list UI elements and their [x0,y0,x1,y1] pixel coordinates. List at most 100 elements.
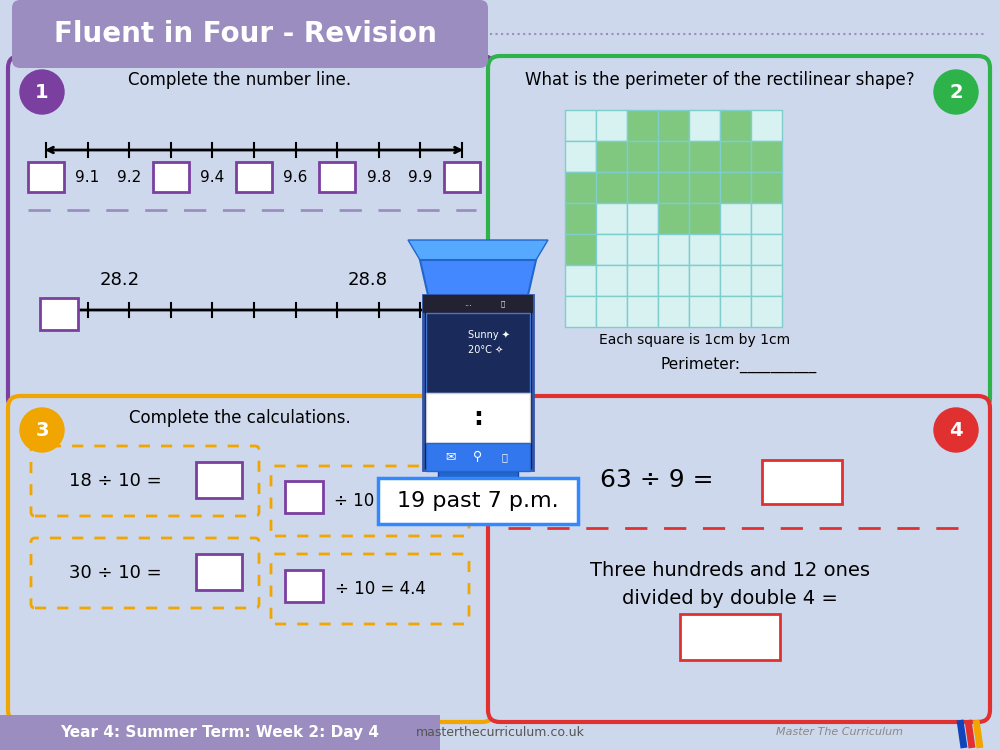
FancyBboxPatch shape [8,396,494,722]
Bar [751,172,782,203]
Bar [565,265,596,296]
Bar [596,234,627,265]
Bar [689,172,720,203]
Text: Each square is 1cm by 1cm: Each square is 1cm by 1cm [599,333,791,347]
Text: What is the perimeter of the rectilinear shape?: What is the perimeter of the rectilinear… [525,71,915,89]
Bar [689,296,720,327]
Text: 3: 3 [35,421,49,440]
Bar [720,172,751,203]
Bar [423,295,533,470]
Bar [596,203,627,234]
Bar [689,234,720,265]
Bar [196,554,242,590]
Bar [236,162,272,192]
Text: Three hundreds and 12 ones: Three hundreds and 12 ones [590,560,870,580]
Bar [565,141,596,172]
FancyBboxPatch shape [488,396,990,722]
FancyBboxPatch shape [271,466,469,536]
Circle shape [20,408,64,452]
Bar [689,110,720,141]
Bar [689,203,720,234]
Bar [751,141,782,172]
Text: 28.8: 28.8 [348,271,388,289]
FancyBboxPatch shape [271,554,469,624]
Bar [720,296,751,327]
FancyBboxPatch shape [31,446,259,516]
Bar [751,296,782,327]
Circle shape [934,408,978,452]
Text: 19 past 7 p.m.: 19 past 7 p.m. [397,491,559,511]
Bar [751,234,782,265]
Bar [751,110,782,141]
Text: Year 4: Summer Term: Week 2: Day 4: Year 4: Summer Term: Week 2: Day 4 [60,724,380,740]
Bar [720,203,751,234]
Bar [28,162,64,192]
Bar [378,478,578,524]
Bar [689,265,720,296]
Text: ✉: ✉ [445,451,455,464]
Text: 9.4: 9.4 [200,170,225,184]
Bar [658,141,689,172]
Text: Fluent in Four - Revision: Fluent in Four - Revision [54,20,436,48]
Bar [596,141,627,172]
Bar [627,296,658,327]
Bar [658,296,689,327]
FancyBboxPatch shape [8,56,494,410]
Bar [658,234,689,265]
Bar [596,296,627,327]
Bar [627,141,658,172]
FancyBboxPatch shape [31,538,259,608]
Bar [153,162,189,192]
Bar [40,298,78,330]
Bar [426,313,530,393]
Text: 📶: 📶 [501,301,505,307]
Bar [751,203,782,234]
Text: ÷ 10 = 4.4: ÷ 10 = 4.4 [335,580,425,598]
Bar [438,471,518,493]
Bar [689,141,720,172]
Bar [720,265,751,296]
Text: 9.1: 9.1 [75,170,100,184]
Bar [627,203,658,234]
Text: 👤: 👤 [501,452,507,462]
Text: Perimeter:__________: Perimeter:__________ [660,357,816,373]
Bar [751,265,782,296]
Text: 28.2: 28.2 [100,271,140,289]
Text: ...: ... [464,299,472,308]
Text: 1: 1 [35,82,49,101]
Text: 63 ÷ 9 =: 63 ÷ 9 = [600,468,714,492]
Bar [627,265,658,296]
Text: 30 ÷ 10 =: 30 ÷ 10 = [69,564,161,582]
Bar [720,234,751,265]
Bar [720,141,751,172]
Bar [627,234,658,265]
Bar [627,172,658,203]
FancyBboxPatch shape [12,0,488,68]
Bar [680,614,780,660]
Bar [658,172,689,203]
Polygon shape [408,240,548,260]
FancyBboxPatch shape [488,56,990,410]
Bar [596,265,627,296]
Bar [0,715,440,750]
Text: Complete the number line.: Complete the number line. [128,71,352,89]
Bar [596,110,627,141]
Text: divided by double 4 =: divided by double 4 = [622,589,838,608]
Text: Sunny ✦: Sunny ✦ [468,330,510,340]
Text: masterthecurriculum.co.uk: masterthecurriculum.co.uk [416,725,584,739]
Bar [720,110,751,141]
Text: ⚲: ⚲ [473,451,483,464]
Bar [285,481,323,513]
Text: 9.8: 9.8 [367,170,391,184]
Text: 9.2: 9.2 [117,170,141,184]
Bar [658,265,689,296]
Bar [444,162,480,192]
Bar [627,110,658,141]
Bar [565,203,596,234]
Text: 9.6: 9.6 [283,170,308,184]
Text: Complete the calculations.: Complete the calculations. [129,409,351,427]
Bar [658,110,689,141]
Text: 2: 2 [949,82,963,101]
Text: 9.9: 9.9 [408,170,433,184]
Bar [565,296,596,327]
